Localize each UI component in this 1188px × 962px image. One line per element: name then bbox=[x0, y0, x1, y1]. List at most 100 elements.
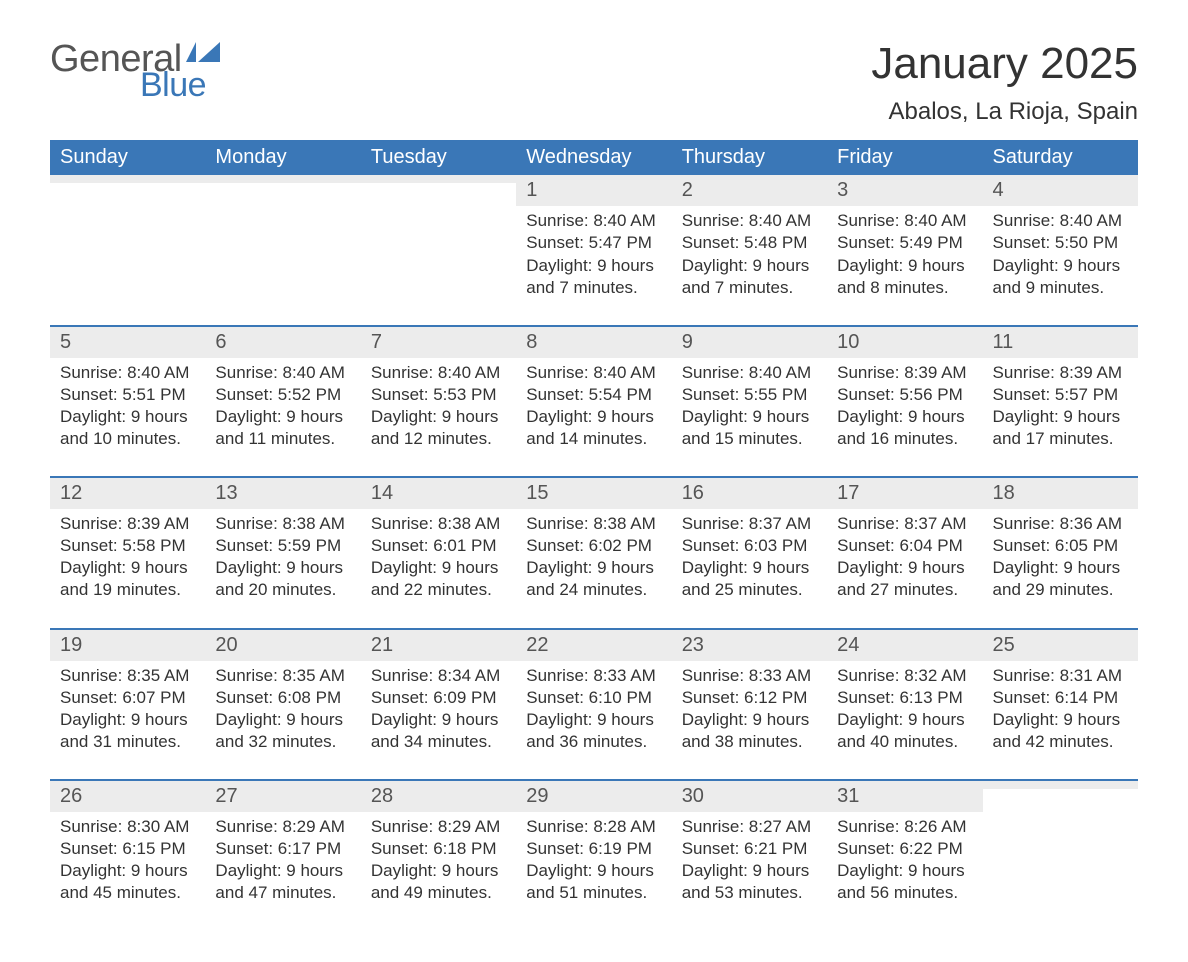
dl2-text: and 27 minutes. bbox=[837, 579, 972, 601]
week-row: 26Sunrise: 8:30 AMSunset: 6:15 PMDayligh… bbox=[50, 779, 1138, 912]
dl2-text: and 14 minutes. bbox=[526, 428, 661, 450]
title-block: January 2025 Abalos, La Rioja, Spain bbox=[871, 40, 1138, 126]
day-number: 14 bbox=[371, 482, 393, 504]
sunset-text: Sunset: 5:52 PM bbox=[215, 384, 350, 406]
empty-day-cell bbox=[205, 175, 360, 306]
sunset-text: Sunset: 6:12 PM bbox=[682, 687, 817, 709]
dl2-text: and 29 minutes. bbox=[993, 579, 1128, 601]
dl2-text: and 10 minutes. bbox=[60, 428, 195, 450]
sunset-text: Sunset: 6:15 PM bbox=[60, 838, 195, 860]
dl2-text: and 34 minutes. bbox=[371, 731, 506, 753]
day-number: 8 bbox=[526, 331, 537, 353]
sunset-text: Sunset: 5:50 PM bbox=[993, 232, 1128, 254]
weekday-header: Friday bbox=[827, 140, 982, 175]
day-cell: 15Sunrise: 8:38 AMSunset: 6:02 PMDayligh… bbox=[516, 478, 671, 609]
dl1-text: Daylight: 9 hours bbox=[993, 709, 1128, 731]
day-cell: 16Sunrise: 8:37 AMSunset: 6:03 PMDayligh… bbox=[672, 478, 827, 609]
dl2-text: and 7 minutes. bbox=[526, 277, 661, 299]
day-cell: 23Sunrise: 8:33 AMSunset: 6:12 PMDayligh… bbox=[672, 630, 827, 761]
sunset-text: Sunset: 6:08 PM bbox=[215, 687, 350, 709]
sunrise-text: Sunrise: 8:34 AM bbox=[371, 665, 506, 687]
day-cell: 2Sunrise: 8:40 AMSunset: 5:48 PMDaylight… bbox=[672, 175, 827, 306]
day-body: Sunrise: 8:33 AMSunset: 6:10 PMDaylight:… bbox=[516, 661, 671, 753]
daynum-bar: 11 bbox=[983, 327, 1138, 358]
sunrise-text: Sunrise: 8:40 AM bbox=[60, 362, 195, 384]
day-body: Sunrise: 8:40 AMSunset: 5:48 PMDaylight:… bbox=[672, 206, 827, 298]
day-body: Sunrise: 8:37 AMSunset: 6:04 PMDaylight:… bbox=[827, 509, 982, 601]
daynum-bar: 20 bbox=[205, 630, 360, 661]
dl2-text: and 7 minutes. bbox=[682, 277, 817, 299]
dl1-text: Daylight: 9 hours bbox=[60, 709, 195, 731]
day-number: 23 bbox=[682, 634, 704, 656]
day-body: Sunrise: 8:38 AMSunset: 6:02 PMDaylight:… bbox=[516, 509, 671, 601]
daynum-bar: 26 bbox=[50, 781, 205, 812]
day-body: Sunrise: 8:40 AMSunset: 5:53 PMDaylight:… bbox=[361, 358, 516, 450]
daynum-bar: 15 bbox=[516, 478, 671, 509]
logo-text-blue: Blue bbox=[140, 68, 206, 102]
daynum-bar: 12 bbox=[50, 478, 205, 509]
dl1-text: Daylight: 9 hours bbox=[215, 557, 350, 579]
daynum-bar: 16 bbox=[672, 478, 827, 509]
day-cell: 6 Sunrise: 8:40 AMSunset: 5:52 PMDaylight… bbox=[205, 327, 360, 458]
dl2-text: and 9 minutes. bbox=[993, 277, 1128, 299]
sunset-text: Sunset: 6:01 PM bbox=[371, 535, 506, 557]
sunset-text: Sunset: 5:49 PM bbox=[837, 232, 972, 254]
weekday-header: Wednesday bbox=[516, 140, 671, 175]
empty-day-cell bbox=[50, 175, 205, 306]
dl1-text: Daylight: 9 hours bbox=[837, 255, 972, 277]
day-cell: 21Sunrise: 8:34 AMSunset: 6:09 PMDayligh… bbox=[361, 630, 516, 761]
day-body: Sunrise: 8:40 AMSunset: 5:55 PMDaylight:… bbox=[672, 358, 827, 450]
location-text: Abalos, La Rioja, Spain bbox=[871, 98, 1138, 126]
week-row: 19Sunrise: 8:35 AMSunset: 6:07 PMDayligh… bbox=[50, 628, 1138, 761]
sunrise-text: Sunrise: 8:38 AM bbox=[526, 513, 661, 535]
weekday-header: Saturday bbox=[983, 140, 1138, 175]
dl1-text: Daylight: 9 hours bbox=[215, 406, 350, 428]
day-body: Sunrise: 8:39 AMSunset: 5:57 PMDaylight:… bbox=[983, 358, 1138, 450]
sunrise-text: Sunrise: 8:40 AM bbox=[215, 362, 350, 384]
dl1-text: Daylight: 9 hours bbox=[371, 557, 506, 579]
day-number: 25 bbox=[993, 634, 1015, 656]
day-body: Sunrise: 8:28 AMSunset: 6:19 PMDaylight:… bbox=[516, 812, 671, 904]
dl1-text: Daylight: 9 hours bbox=[60, 557, 195, 579]
day-number: 16 bbox=[682, 482, 704, 504]
day-number: 12 bbox=[60, 482, 82, 504]
sunrise-text: Sunrise: 8:40 AM bbox=[993, 210, 1128, 232]
month-title: January 2025 bbox=[871, 40, 1138, 88]
dl1-text: Daylight: 9 hours bbox=[215, 709, 350, 731]
day-number: 1 bbox=[526, 179, 537, 201]
sunrise-text: Sunrise: 8:40 AM bbox=[526, 362, 661, 384]
day-number: 6 bbox=[215, 331, 226, 353]
daynum-bar: 10 bbox=[827, 327, 982, 358]
sunrise-text: Sunrise: 8:32 AM bbox=[837, 665, 972, 687]
day-number: 4 bbox=[993, 179, 1004, 201]
day-number: 21 bbox=[371, 634, 393, 656]
dl1-text: Daylight: 9 hours bbox=[682, 557, 817, 579]
sunrise-text: Sunrise: 8:38 AM bbox=[215, 513, 350, 535]
daynum-bar: 13 bbox=[205, 478, 360, 509]
daynum-bar: 4 bbox=[983, 175, 1138, 206]
week-row: 5Sunrise: 8:40 AMSunset: 5:51 PMDaylight… bbox=[50, 325, 1138, 458]
dl2-text: and 15 minutes. bbox=[682, 428, 817, 450]
sunset-text: Sunset: 6:07 PM bbox=[60, 687, 195, 709]
dl2-text: and 8 minutes. bbox=[837, 277, 972, 299]
day-cell: 26Sunrise: 8:30 AMSunset: 6:15 PMDayligh… bbox=[50, 781, 205, 912]
day-body: Sunrise: 8:29 AMSunset: 6:17 PMDaylight:… bbox=[205, 812, 360, 904]
day-body: Sunrise: 8:36 AMSunset: 6:05 PMDaylight:… bbox=[983, 509, 1138, 601]
calendar: SundayMondayTuesdayWednesdayThursdayFrid… bbox=[50, 140, 1138, 912]
day-cell: 28Sunrise: 8:29 AMSunset: 6:18 PMDayligh… bbox=[361, 781, 516, 912]
daynum-bar: 6 bbox=[205, 327, 360, 358]
sunrise-text: Sunrise: 8:40 AM bbox=[837, 210, 972, 232]
week-row: 12Sunrise: 8:39 AMSunset: 5:58 PMDayligh… bbox=[50, 476, 1138, 609]
day-cell: 18Sunrise: 8:36 AMSunset: 6:05 PMDayligh… bbox=[983, 478, 1138, 609]
dl1-text: Daylight: 9 hours bbox=[993, 406, 1128, 428]
dl1-text: Daylight: 9 hours bbox=[526, 557, 661, 579]
day-cell: 12Sunrise: 8:39 AMSunset: 5:58 PMDayligh… bbox=[50, 478, 205, 609]
day-number: 5 bbox=[60, 331, 71, 353]
sunrise-text: Sunrise: 8:39 AM bbox=[837, 362, 972, 384]
daynum-bar: 9 bbox=[672, 327, 827, 358]
sunset-text: Sunset: 6:14 PM bbox=[993, 687, 1128, 709]
dl1-text: Daylight: 9 hours bbox=[682, 709, 817, 731]
day-cell: 27Sunrise: 8:29 AMSunset: 6:17 PMDayligh… bbox=[205, 781, 360, 912]
day-body: Sunrise: 8:40 AMSunset: 5:54 PMDaylight:… bbox=[516, 358, 671, 450]
sunrise-text: Sunrise: 8:27 AM bbox=[682, 816, 817, 838]
